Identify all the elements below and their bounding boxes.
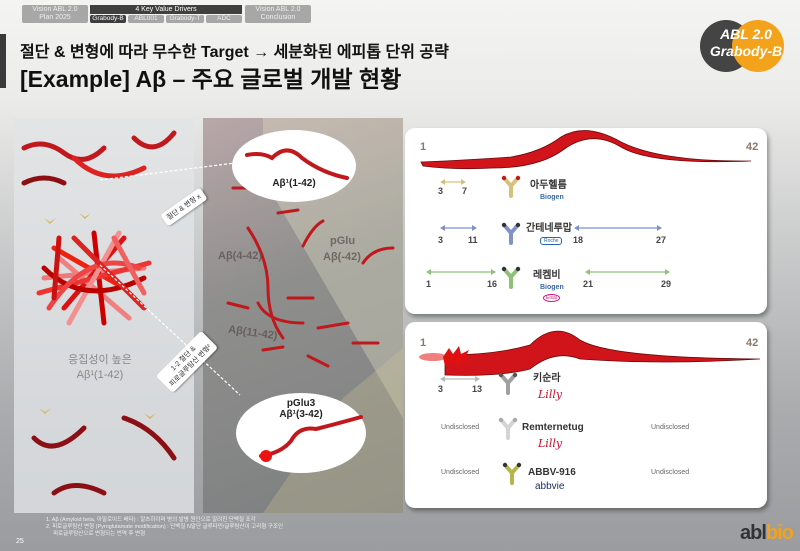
epitope-undisclosed: Undisclosed bbox=[441, 424, 480, 431]
epitope-range-arrow bbox=[440, 179, 466, 185]
ablbio-logo: ablbio bbox=[740, 522, 794, 545]
fragment-label: Aβ(-42) bbox=[323, 251, 361, 263]
company-lilly: Lilly bbox=[538, 437, 563, 450]
pglu-sequence-worm bbox=[419, 330, 761, 376]
epitope-end: 16 bbox=[487, 279, 498, 289]
nav-conclusion[interactable]: Vision ABL 2.0 Conclusion bbox=[245, 5, 311, 23]
logo-text: bio bbox=[765, 522, 794, 544]
aggregate-label-line: 응집성이 높은 bbox=[68, 354, 132, 366]
epitope-start: 21 bbox=[583, 279, 594, 289]
epitope-range-arrow bbox=[440, 225, 477, 231]
epitope-range-arrow bbox=[426, 269, 496, 275]
ellipse-label-line: pGlu3 bbox=[286, 398, 316, 409]
footnotes: 1. Aβ (Amyloid beta, 아밀로이드 베타) : 알츠하이머 병… bbox=[46, 517, 283, 538]
footnote: 2. 피로글루탐산 변형 (Pyroglutamate modification… bbox=[46, 524, 284, 530]
tab-grabody-b[interactable]: Grabody-B bbox=[90, 15, 126, 23]
epitope-undisclosed: Undisclosed bbox=[651, 469, 690, 476]
ellipse-abeta-1-42 bbox=[232, 130, 356, 202]
tab-abl001[interactable]: ABL001 bbox=[128, 15, 164, 23]
epitope-start: 1 bbox=[426, 279, 432, 289]
drug-name-gantenerumab: 간테네루맙 bbox=[526, 223, 572, 234]
drug-name-aduhelm: 아두헬름 bbox=[530, 180, 567, 191]
residue-end: 42 bbox=[746, 337, 759, 349]
badge-line: ABL 2.0 bbox=[720, 26, 772, 42]
drug-name-remternetug: Remternetug bbox=[522, 422, 584, 433]
residue-start: 1 bbox=[420, 337, 427, 349]
nav-label: Vision ABL 2.0 bbox=[255, 6, 301, 13]
pglu3-worm bbox=[259, 415, 363, 462]
epitope-start: 3 bbox=[438, 235, 444, 245]
epitope-arrows-top bbox=[426, 179, 670, 275]
epitope-end: 29 bbox=[661, 279, 672, 289]
nav-plan-2025[interactable]: Vision ABL 2.0 Plan 2025 bbox=[22, 5, 88, 23]
amyloid-aggregate-illustration bbox=[21, 130, 177, 496]
epitope-end: 11 bbox=[468, 235, 478, 245]
aggregate-label: 응집성이 높은 Aβ¹(1-42) bbox=[30, 353, 170, 383]
tab-grabody-t[interactable]: Grabody-T bbox=[166, 15, 204, 23]
page-number: 25 bbox=[16, 538, 24, 545]
ellipse-top-label: Aβ¹(1-42) bbox=[272, 178, 316, 189]
company-lilly: Lilly bbox=[538, 388, 563, 401]
ellipse-label-line: Aβ¹(3-42) bbox=[279, 409, 323, 420]
company-eisai: Eisai bbox=[543, 294, 560, 302]
abl-badge: ABL 2.0 Grabody-B bbox=[700, 20, 790, 74]
epitope-start: 18 bbox=[573, 235, 584, 245]
epitope-start: 3 bbox=[438, 384, 444, 394]
epitope-box-full-length bbox=[405, 128, 767, 314]
ellipse-pglu3 bbox=[236, 393, 366, 473]
company-biogen: Biogen bbox=[540, 194, 564, 201]
drug-name-abbv-916: ABBV-916 bbox=[528, 467, 576, 478]
epitope-undisclosed: Undisclosed bbox=[651, 424, 690, 431]
epitope-range-arrow bbox=[585, 269, 670, 275]
nav-label: Plan 2025 bbox=[39, 14, 71, 21]
footnote: 1. Aβ (Amyloid beta, 아밀로이드 베타) : 알츠하이머 병… bbox=[46, 517, 256, 523]
footnote: 피로글루탐산으로 변형되는 번역 후 변형 bbox=[53, 531, 146, 537]
abeta-1-42-worm bbox=[245, 148, 349, 180]
epitope-arrows-bottom bbox=[440, 376, 480, 382]
epitope-start: 3 bbox=[438, 186, 444, 196]
nav-label: Conclusion bbox=[260, 14, 296, 21]
epitope-range-arrow bbox=[440, 376, 480, 382]
badge-line: Grabody-B bbox=[709, 43, 783, 59]
tab-adc[interactable]: ADC bbox=[206, 15, 242, 23]
abeta-sequence-worm bbox=[420, 130, 752, 170]
ellipse-bottom-label: pGlu3 Aβ¹(3-42) bbox=[236, 398, 366, 420]
fragment-label: Aβ(4-42) bbox=[218, 250, 262, 262]
company-abbvie: abbvie bbox=[535, 481, 565, 492]
drug-name-kisunla: 키순라 bbox=[533, 373, 561, 384]
epitope-end: 7 bbox=[462, 186, 468, 196]
accent-bar bbox=[0, 34, 6, 88]
company-roche: Roche bbox=[540, 237, 563, 245]
residue-start: 1 bbox=[420, 141, 427, 153]
epitope-end: 27 bbox=[656, 235, 667, 245]
epitope-undisclosed: Undisclosed bbox=[441, 469, 480, 476]
residue-end: 42 bbox=[746, 141, 759, 153]
nav-key-value-drivers[interactable]: 4 Key Value Drivers bbox=[90, 5, 242, 14]
fragment-label: pGlu bbox=[330, 235, 356, 247]
logo-text: abl bbox=[740, 522, 767, 544]
nav-label: Vision ABL 2.0 bbox=[32, 6, 78, 13]
epitope-end: 13 bbox=[472, 384, 483, 394]
drug-name-leqembi: 레켐비 bbox=[533, 270, 561, 281]
epitope-range-arrow bbox=[574, 225, 662, 231]
page-title: [Example] Aβ – 주요 글로벌 개발 현황 bbox=[20, 66, 402, 92]
page-subtitle: 절단 & 변형에 따라 무수한 Target → 세분화된 에피톱 단위 공략 bbox=[20, 44, 449, 61]
company-biogen: Biogen bbox=[540, 284, 564, 291]
aggregate-label-line: Aβ¹(1-42) bbox=[76, 369, 124, 381]
